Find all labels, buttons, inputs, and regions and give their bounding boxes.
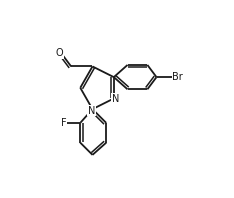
Text: Br: Br — [172, 72, 183, 82]
Text: F: F — [61, 118, 67, 128]
Text: O: O — [55, 48, 63, 58]
Text: N: N — [88, 106, 95, 116]
Text: N: N — [112, 94, 119, 104]
